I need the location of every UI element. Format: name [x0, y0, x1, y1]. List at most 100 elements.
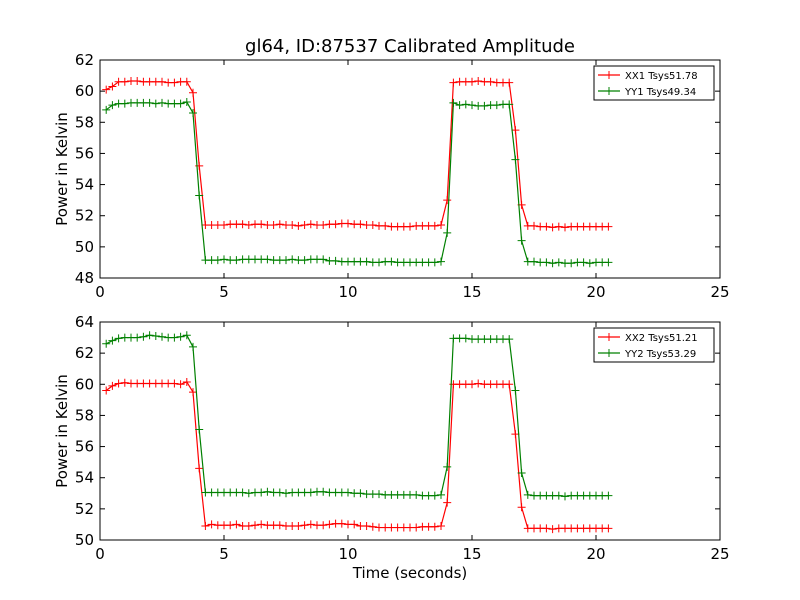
- data-point: [195, 191, 204, 200]
- y-axis-label: Power in Kelvin: [53, 374, 71, 488]
- y-tick-label: 52: [75, 207, 94, 225]
- series-1: [102, 77, 613, 232]
- data-point: [133, 77, 142, 86]
- legend-item: XX2 Tsys51.21: [598, 333, 698, 344]
- data-point: [505, 78, 514, 87]
- data-point: [350, 520, 359, 529]
- data-point: [319, 221, 328, 230]
- data-point: [406, 222, 414, 231]
- y-tick-label: 56: [75, 144, 94, 162]
- data-point: [443, 498, 452, 507]
- data-point: [120, 77, 129, 86]
- legend: XX1 Tsys51.78 YY1 Tsys49.34: [593, 65, 715, 101]
- data-point: [542, 222, 551, 231]
- data-point: [449, 98, 458, 107]
- data-point: [480, 101, 489, 110]
- data-point: [368, 522, 377, 531]
- data-point: [468, 101, 476, 110]
- legend: XX2 Tsys51.21 YY2 Tsys53.29: [593, 327, 715, 363]
- data-point: [151, 99, 160, 108]
- data-point: [542, 258, 551, 267]
- data-point: [114, 379, 123, 388]
- data-point: [443, 196, 452, 205]
- data-point: [567, 259, 576, 268]
- data-point: [139, 332, 148, 341]
- x-tick-label: 10: [338, 545, 357, 563]
- data-point: [362, 521, 371, 530]
- data-point: [232, 256, 241, 265]
- data-point: [176, 380, 185, 389]
- data-point: [282, 256, 290, 265]
- data-point: [474, 379, 483, 388]
- data-point: [387, 257, 396, 266]
- series-2: [102, 331, 613, 501]
- data-point: [468, 380, 476, 389]
- data-point: [344, 488, 352, 497]
- data-point: [561, 223, 569, 232]
- legend-item: YY1 Tsys49.34: [598, 87, 696, 98]
- data-point: [145, 98, 154, 107]
- data-point: [437, 257, 445, 266]
- data-point: [344, 219, 352, 228]
- x-tick-label: 15: [462, 283, 481, 301]
- data-point: [275, 521, 284, 530]
- x-tick-label: 0: [95, 545, 105, 563]
- legend-marker: [605, 71, 613, 79]
- data-point: [294, 521, 303, 530]
- data-point: [257, 220, 266, 229]
- data-point: [145, 331, 154, 340]
- data-point: [548, 223, 557, 232]
- data-point: [269, 221, 278, 230]
- data-point: [133, 333, 142, 342]
- data-point: [437, 490, 445, 499]
- data-point: [517, 236, 526, 245]
- legend-item: XX1 Tsys51.78: [598, 71, 698, 82]
- data-point: [189, 108, 197, 117]
- data-point: [530, 257, 538, 266]
- data-point: [430, 491, 439, 500]
- data-point: [207, 520, 216, 529]
- data-point: [300, 521, 309, 530]
- plot-frame: [99, 321, 721, 541]
- x-tick-label: 25: [710, 545, 729, 563]
- data-point: [548, 525, 557, 534]
- data-point: [461, 100, 470, 109]
- data-point: [263, 487, 272, 496]
- data-point: [176, 99, 185, 108]
- legend-marker: [605, 349, 613, 357]
- data-point: [238, 488, 247, 497]
- data-point: [263, 255, 272, 264]
- y-tick-label: 64: [75, 313, 94, 331]
- data-point: [108, 101, 117, 110]
- data-point: [517, 469, 526, 478]
- data-point: [158, 332, 166, 341]
- subplot-2: 0 5 10 15 20 25 50 52 54 56 58 60 62 64 Power in Kelvi…: [53, 313, 730, 563]
- data-point: [294, 221, 303, 230]
- plot-frame: [99, 59, 721, 279]
- data-point: [474, 77, 483, 86]
- y-tick-label: 50: [75, 238, 94, 256]
- data-point: [430, 522, 439, 531]
- data-point: [226, 521, 235, 530]
- data-point: [244, 489, 253, 498]
- legend-label: YY2 Tsys53.29: [624, 349, 696, 360]
- data-point: [319, 255, 328, 264]
- data-point: [554, 491, 563, 500]
- y-axis-label: Power in Kelvin: [53, 112, 71, 226]
- data-point: [505, 335, 514, 344]
- x-tick-label: 20: [586, 545, 605, 563]
- data-point: [430, 258, 439, 267]
- data-point: [306, 488, 315, 497]
- data-point: [468, 77, 476, 86]
- y-tick-label: 50: [75, 531, 94, 549]
- data-point: [443, 228, 452, 237]
- legend-marker: [605, 87, 613, 95]
- x-tick-label: 15: [462, 545, 481, 563]
- data-point: [542, 524, 551, 533]
- y-tick-label: 52: [75, 500, 94, 518]
- data-point: [375, 490, 383, 499]
- data-point: [530, 221, 538, 230]
- data-point: [220, 255, 228, 264]
